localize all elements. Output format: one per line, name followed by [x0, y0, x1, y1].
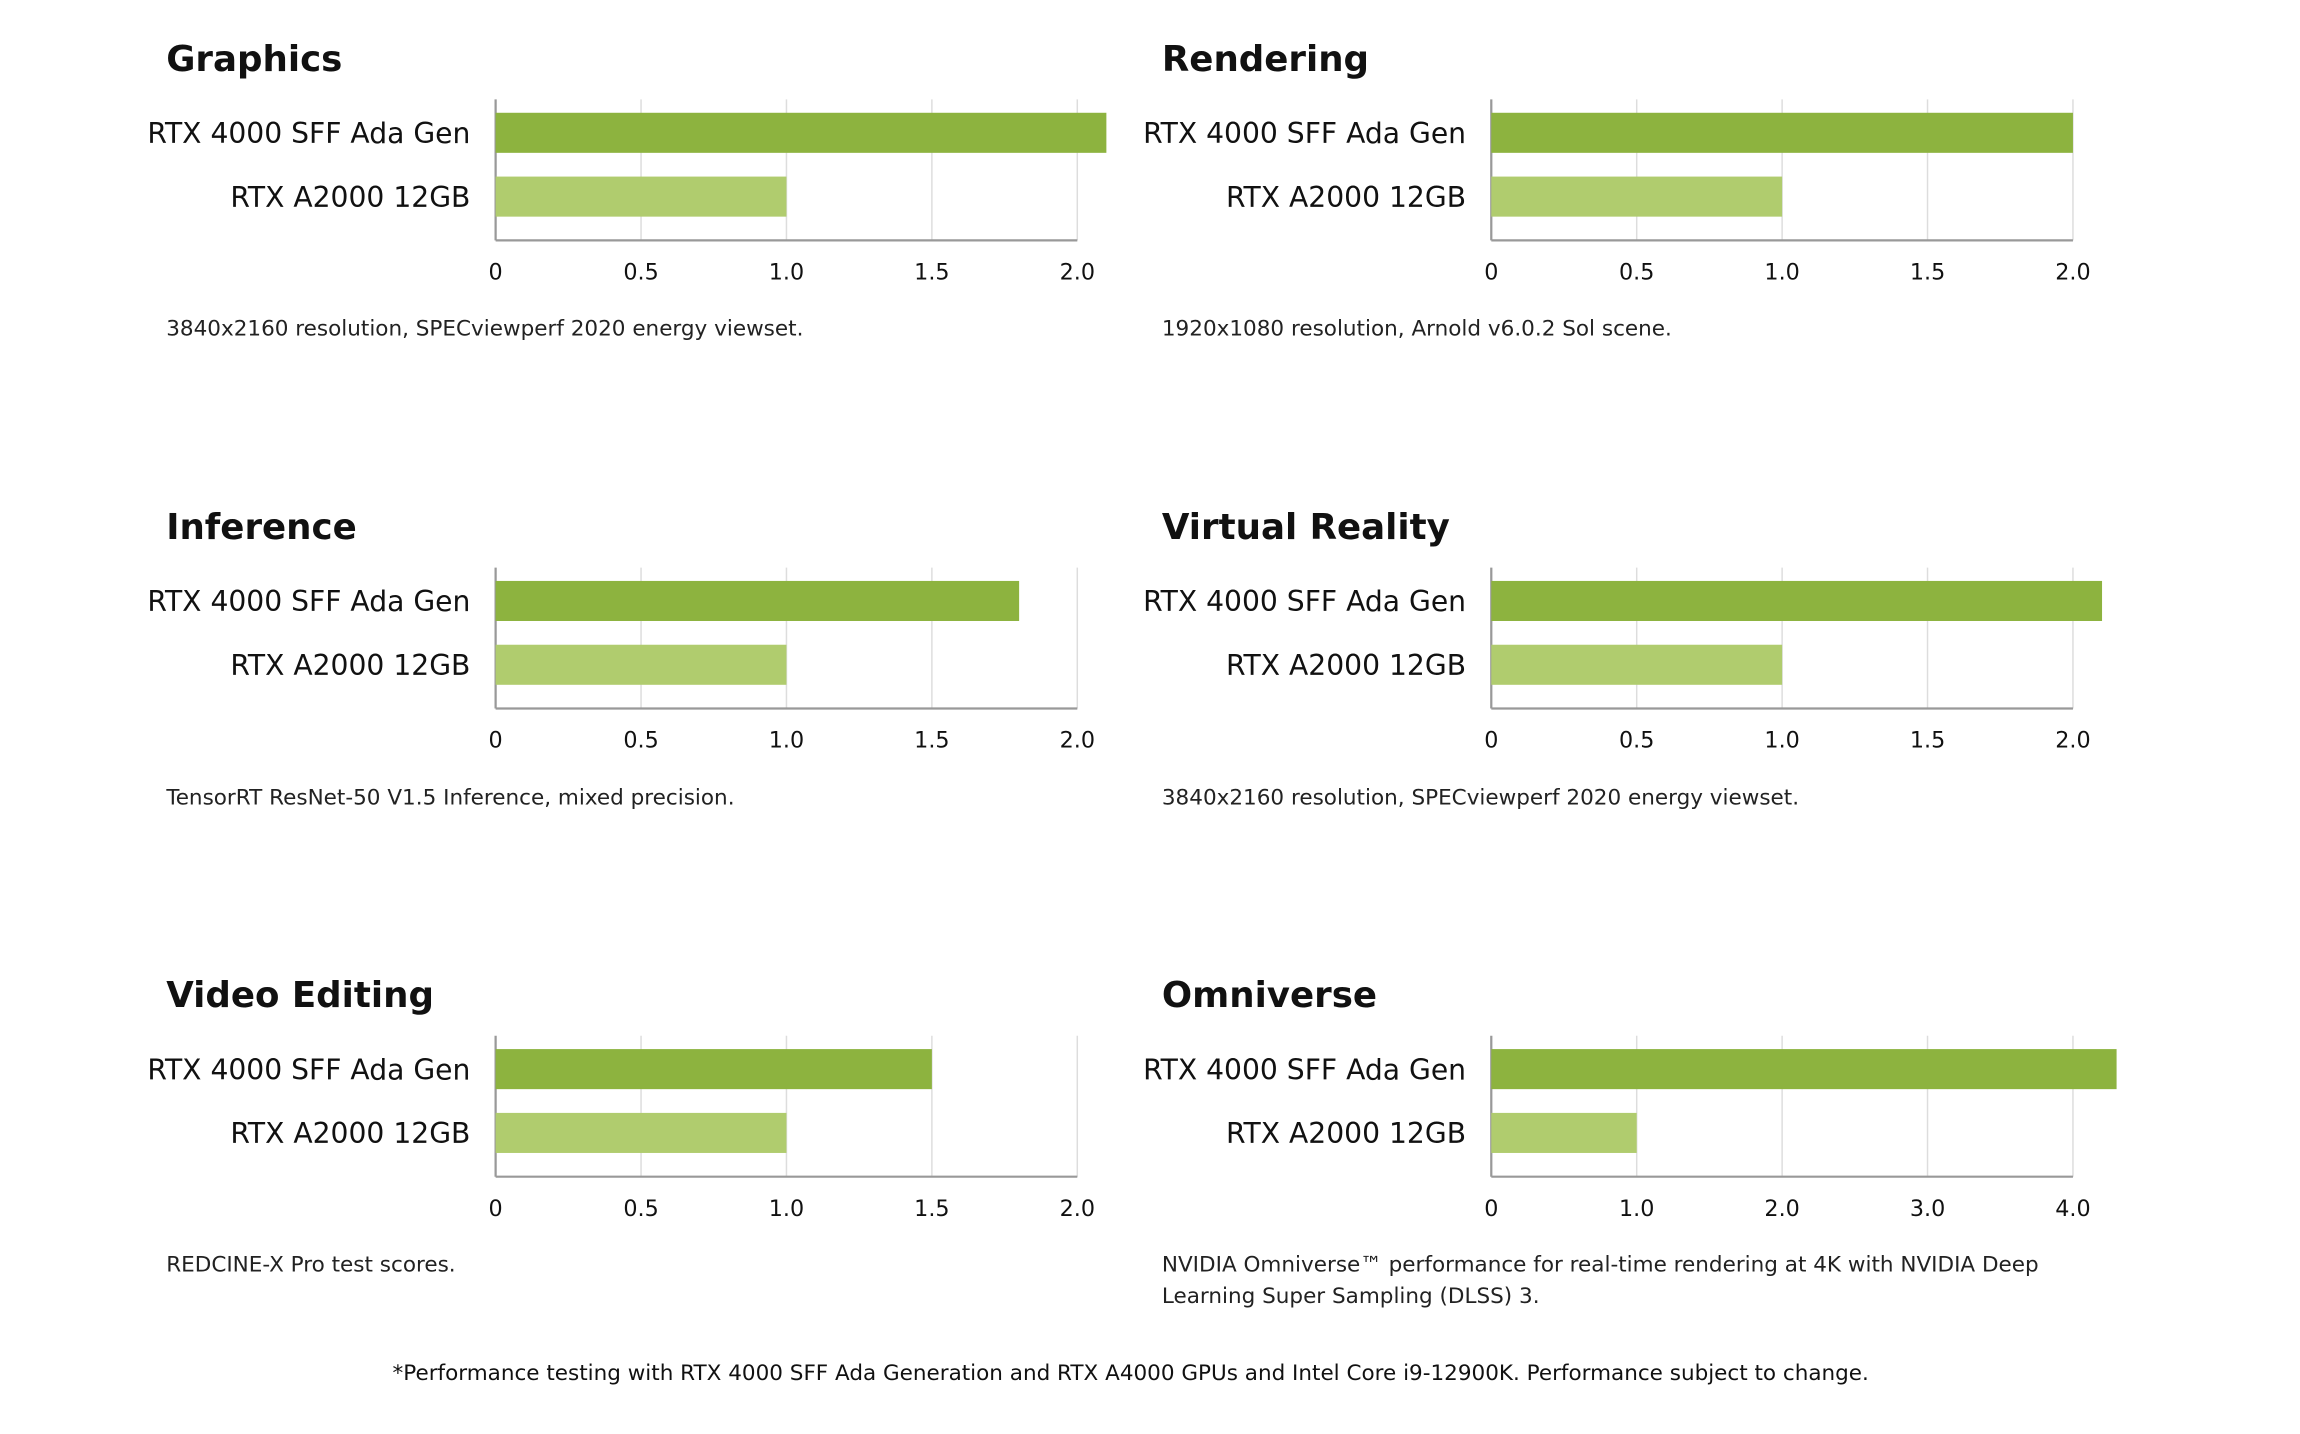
x-tick-label: 0 [489, 1196, 503, 1222]
bar [1491, 112, 2073, 153]
x-tick-label: 3.0 [1910, 1196, 1945, 1222]
x-tick-label: 2.0 [1060, 1196, 1095, 1222]
bar [495, 644, 787, 685]
x-tick-label: 0.5 [623, 728, 658, 754]
category-label: RTX 4000 SFF Ada Gen [147, 585, 470, 618]
chart-title: Video Editing [166, 975, 434, 1016]
x-tick-label: 1.5 [1910, 260, 1945, 286]
bar [495, 580, 1020, 621]
category-label: RTX A2000 12GB [1226, 181, 1466, 214]
bar [1491, 1049, 2117, 1090]
x-tick-label: 1.0 [769, 260, 804, 286]
category-label: RTX 4000 SFF Ada Gen [1143, 585, 1466, 618]
category-label: RTX 4000 SFF Ada Gen [1143, 1053, 1466, 1086]
x-tick-label: 0.5 [1619, 260, 1654, 286]
chart-title: Virtual Reality [1162, 507, 1450, 548]
chart-note: REDCINE-X Pro test scores. [166, 1253, 456, 1278]
bar [495, 112, 1107, 153]
x-tick-label: 1.0 [769, 1196, 804, 1222]
x-tick-label: 0 [1484, 260, 1498, 286]
x-tick-label: 1.5 [914, 260, 949, 286]
x-tick-label: 0 [489, 260, 503, 286]
category-label: RTX 4000 SFF Ada Gen [1143, 117, 1466, 150]
chart-note: 3840x2160 resolution, SPECviewperf 2020 … [166, 317, 804, 342]
note-box: 3840x2160 resolution, SPECviewperf 2020 … [1161, 785, 1800, 810]
category-label: RTX A2000 12GB [230, 649, 470, 682]
x-tick-label: 1.0 [1764, 728, 1799, 754]
category-label: RTX A2000 12GB [1226, 1117, 1466, 1150]
bar [1491, 580, 2103, 621]
chart-note: 1920x1080 resolution, Arnold v6.0.2 Sol … [1161, 317, 1672, 342]
x-tick-label: 4.0 [2055, 1196, 2090, 1222]
bar [1491, 1112, 1637, 1153]
bar [495, 1049, 932, 1090]
bar [495, 1112, 787, 1153]
x-tick-label: 1.5 [1910, 728, 1945, 754]
bar [495, 176, 787, 217]
x-tick-label: 1.5 [914, 1196, 949, 1222]
note-box: 1920x1080 resolution, Arnold v6.0.2 Sol … [1161, 317, 1672, 342]
category-label: RTX A2000 12GB [230, 181, 470, 214]
note-box: 3840x2160 resolution, SPECviewperf 2020 … [166, 317, 804, 342]
x-tick-label: 2.0 [2055, 260, 2090, 286]
x-tick-label: 2.0 [1060, 728, 1095, 754]
category-label: RTX 4000 SFF Ada Gen [147, 1053, 470, 1086]
chart-title: Inference [166, 507, 357, 548]
x-tick-label: 0.5 [1619, 728, 1654, 754]
note-box: NVIDIA Omniverse™ performance for real-t… [1161, 1253, 2039, 1309]
x-tick-label: 0 [489, 728, 503, 754]
note-box: TensorRT ResNet-50 V1.5 Inference, mixed… [166, 785, 735, 810]
x-tick-label: 1.0 [1764, 260, 1799, 286]
category-label: RTX A2000 12GB [1226, 649, 1466, 682]
chart-note: NVIDIA Omniverse™ performance for real-t… [1161, 1253, 2039, 1309]
chart-note: TensorRT ResNet-50 V1.5 Inference, mixed… [166, 785, 735, 810]
chart-title: Rendering [1162, 39, 1369, 80]
x-tick-label: 1.0 [769, 728, 804, 754]
x-tick-label: 2.0 [2055, 728, 2090, 754]
x-tick-label: 0 [1484, 1196, 1498, 1222]
note-box: REDCINE-X Pro test scores. [166, 1253, 456, 1278]
x-tick-label: 2.0 [1060, 260, 1095, 286]
x-tick-label: 1.5 [914, 728, 949, 754]
bar [1491, 644, 1783, 685]
chart-title: Omniverse [1162, 975, 1377, 1016]
bar [1491, 176, 1783, 217]
chart-title: Graphics [166, 39, 342, 80]
chart-note: 3840x2160 resolution, SPECviewperf 2020 … [1161, 785, 1800, 810]
x-tick-label: 0.5 [623, 260, 658, 286]
category-label: RTX A2000 12GB [230, 1117, 470, 1150]
x-tick-label: 1.0 [1619, 1196, 1654, 1222]
category-label: RTX 4000 SFF Ada Gen [147, 117, 470, 150]
x-tick-label: 0 [1484, 728, 1498, 754]
x-tick-label: 0.5 [623, 1196, 658, 1222]
x-tick-label: 2.0 [1764, 1196, 1799, 1222]
footnote: *Performance testing with RTX 4000 SFF A… [393, 1361, 1869, 1386]
